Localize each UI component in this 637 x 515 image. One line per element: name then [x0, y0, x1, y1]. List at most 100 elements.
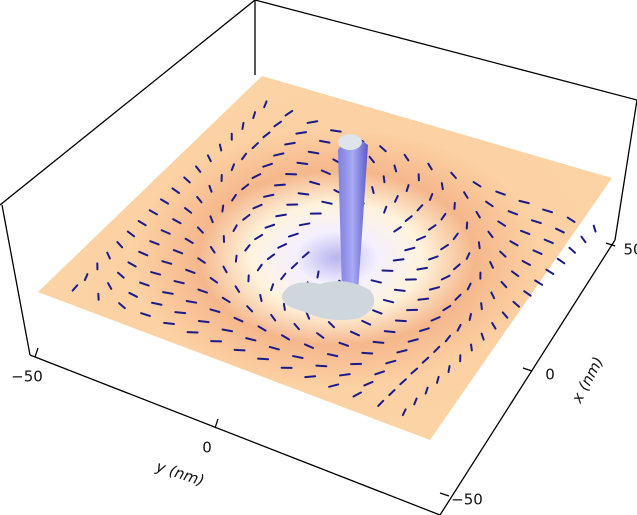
field-arrow — [262, 162, 273, 168]
field-arrow — [453, 263, 461, 271]
field-arrow — [372, 309, 383, 315]
spike — [338, 138, 368, 292]
field-arrow — [407, 338, 419, 343]
field-arrow — [349, 330, 360, 337]
field-arrow — [371, 186, 375, 194]
field-arrow — [196, 226, 204, 234]
field-arrow — [318, 139, 331, 144]
field-arrow — [500, 280, 508, 289]
field-arrow — [296, 161, 309, 165]
field-arrow — [183, 176, 191, 184]
field-arrow — [305, 311, 311, 320]
x-tick — [522, 367, 533, 372]
field-arrow — [196, 195, 203, 204]
field-arrow — [499, 250, 507, 258]
field-arrow — [282, 302, 286, 311]
field-arrow — [463, 191, 469, 199]
field-arrow — [173, 280, 185, 285]
field-arrow — [372, 340, 385, 344]
field-arrow — [252, 203, 263, 210]
field-arrow — [338, 373, 351, 377]
field-arrow — [256, 263, 263, 272]
field-arrow — [197, 319, 210, 324]
field-arrow — [71, 284, 79, 292]
field-arrow — [444, 334, 452, 343]
field-arrow — [307, 150, 320, 155]
field-arrow — [257, 325, 267, 332]
field-arrow — [477, 241, 481, 250]
field-arrow — [290, 262, 299, 270]
x-tick — [439, 492, 450, 497]
field-arrow — [230, 163, 236, 172]
field-arrow — [118, 302, 126, 310]
field-arrow — [162, 291, 174, 295]
field-arrow — [330, 129, 342, 133]
field-arrow — [396, 349, 408, 354]
field-arrow — [195, 165, 202, 173]
field-arrow — [542, 208, 554, 214]
field-arrow — [150, 271, 162, 276]
field-arrow — [209, 215, 214, 224]
field-arrow — [509, 240, 519, 247]
field-arrow — [320, 169, 331, 175]
field-arrow — [418, 327, 430, 333]
field-arrow — [315, 364, 328, 368]
field-arrow — [440, 243, 449, 251]
field-arrow — [470, 343, 473, 352]
field-arrow — [518, 199, 530, 205]
field-arrow — [495, 190, 506, 196]
box-top-edge — [0, 0, 637, 206]
field-arrow — [433, 345, 441, 353]
field-arrow — [309, 180, 321, 186]
field-arrow — [545, 268, 555, 275]
field-arrow — [326, 353, 339, 358]
field-arrow — [468, 312, 472, 321]
field-arrow — [370, 279, 382, 284]
field-arrow — [83, 273, 89, 282]
field-arrow — [427, 162, 433, 171]
field-arrow — [251, 142, 259, 150]
field-arrow — [159, 198, 170, 205]
field-arrow — [415, 235, 427, 241]
field-arrow — [394, 319, 407, 323]
field-arrow — [149, 240, 160, 246]
field-arrow — [316, 270, 320, 279]
field-arrow — [172, 218, 182, 225]
field-arrow — [454, 293, 462, 301]
field-arrow — [475, 210, 481, 219]
field-arrow — [534, 279, 544, 286]
field-arrow — [489, 261, 495, 269]
field-arrow — [185, 268, 196, 274]
field-arrow — [297, 192, 310, 196]
field-arrow — [209, 276, 219, 284]
field-arrow — [392, 258, 405, 262]
field-arrow — [512, 300, 521, 308]
field-arrow — [209, 245, 216, 254]
field-arrow — [280, 334, 291, 341]
field-arrow — [374, 370, 385, 376]
field-arrow — [403, 153, 410, 162]
field-arrow — [106, 251, 111, 260]
field-arrow — [306, 120, 319, 124]
field-arrow — [568, 246, 577, 254]
field-arrow — [382, 298, 395, 304]
field-arrow — [184, 237, 194, 244]
field-arrow — [184, 207, 193, 214]
field-arrow — [264, 223, 276, 229]
field-arrow — [385, 359, 397, 365]
field-arrow — [298, 222, 311, 227]
field-arrow — [263, 193, 275, 198]
field-arrow — [266, 253, 276, 261]
field-arrow — [521, 259, 532, 266]
field-arrow — [206, 154, 212, 163]
field-arrow — [456, 323, 462, 332]
field-arrow — [270, 313, 277, 322]
field-arrow — [295, 131, 308, 135]
field-arrow — [231, 193, 237, 202]
field-arrow — [361, 319, 372, 326]
field-arrow — [428, 255, 439, 261]
field-arrow — [221, 328, 234, 333]
field-arrow — [150, 301, 163, 306]
field-arrow — [197, 257, 206, 264]
field-arrow — [466, 282, 472, 291]
